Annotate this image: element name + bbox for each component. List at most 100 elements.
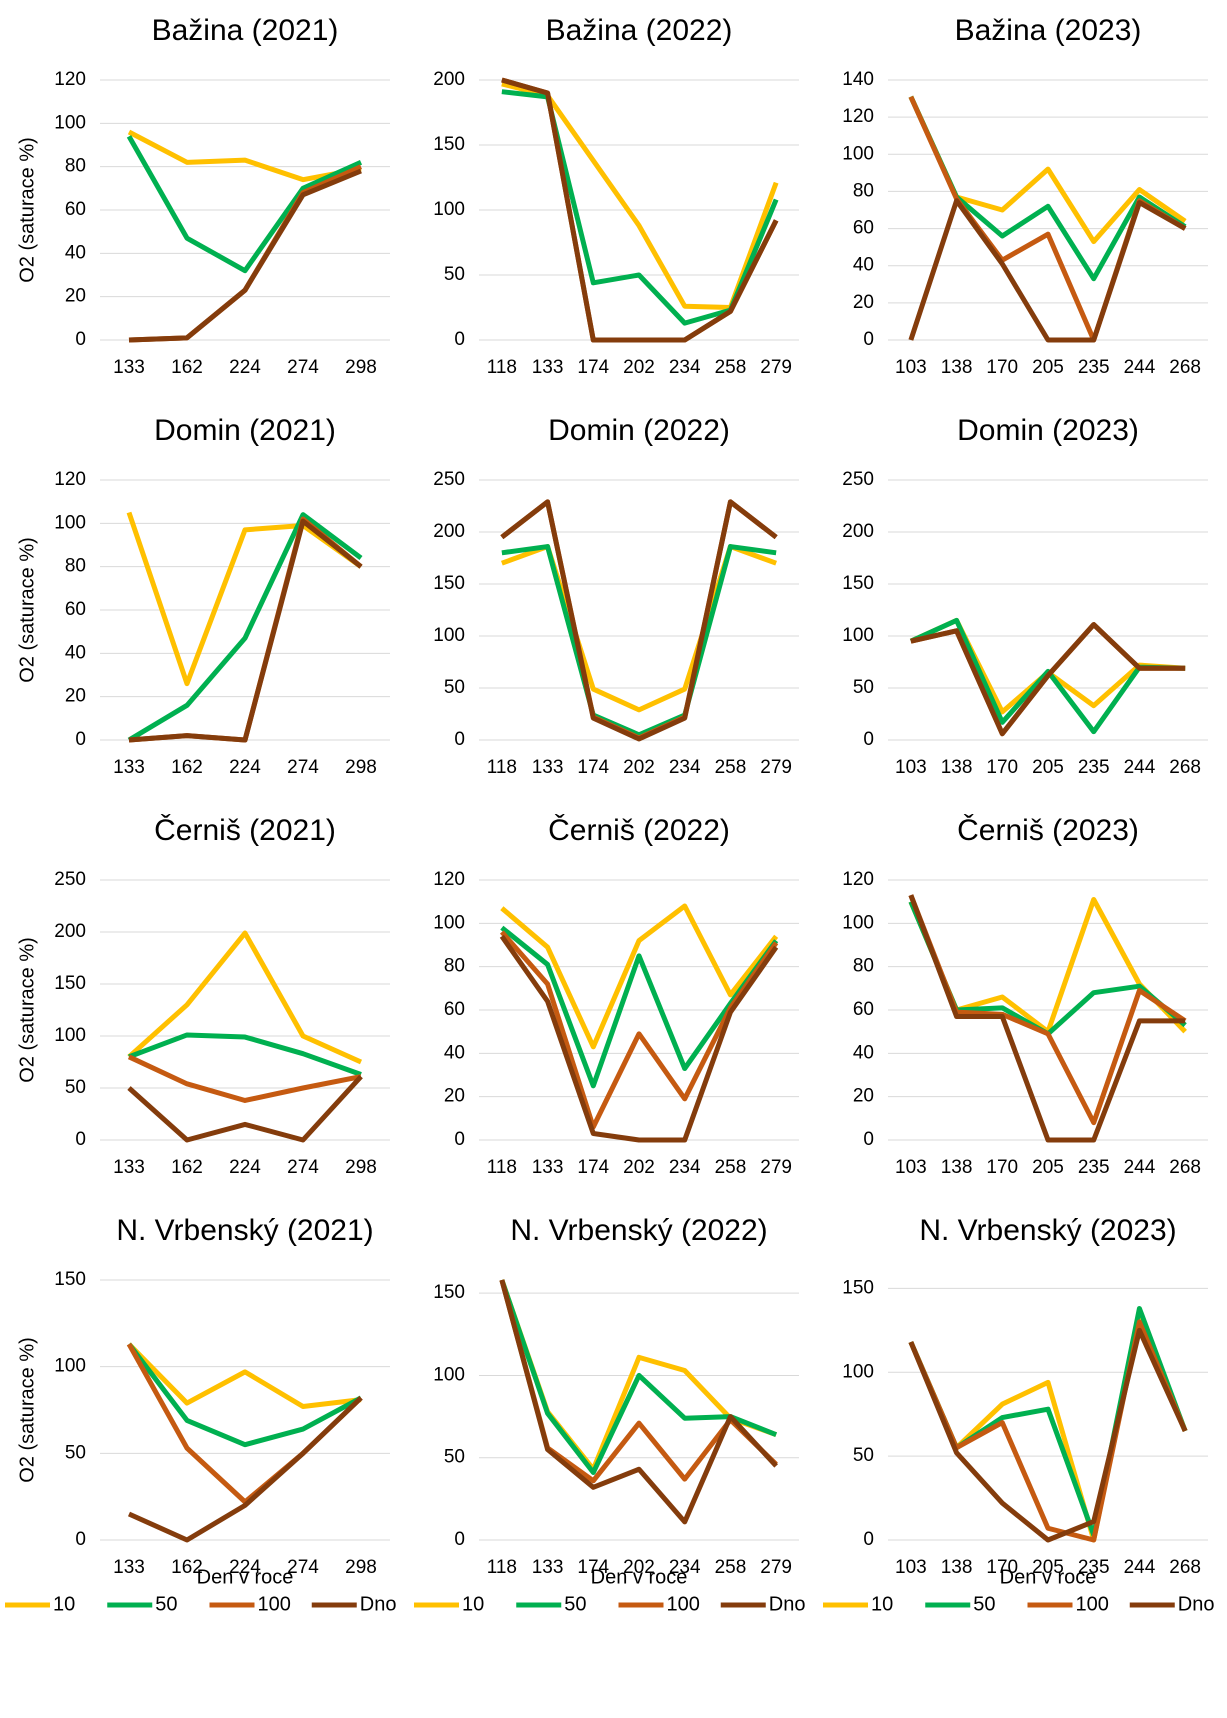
x-tick-label: 162 (171, 1157, 203, 1178)
x-tick-label: 224 (229, 757, 261, 778)
x-tick-label: 138 (941, 357, 973, 378)
x-tick-label: 202 (623, 1557, 655, 1578)
x-tick-label: 274 (287, 357, 319, 378)
y-tick-label: 100 (54, 512, 86, 533)
chart: Černiš (2021) 0 50 100 150 200 250 133 162 224 274… (16, 813, 390, 1178)
chart: Bažina (2022) 0 50 100 150 200 118 133 174 202 234… (433, 14, 799, 378)
y-tick-label: 20 (853, 292, 874, 313)
y-tick-label: 100 (433, 912, 465, 933)
x-tick-label: 162 (171, 357, 203, 378)
y-tick-label: 80 (444, 956, 465, 977)
x-tick-label: 258 (715, 757, 747, 778)
y-tick-label: 80 (853, 180, 874, 201)
x-tick-label: 170 (986, 1557, 1018, 1578)
x-tick-label: 268 (1169, 1157, 1201, 1178)
x-tick-label: 162 (171, 757, 203, 778)
x-tick-label: 234 (669, 757, 701, 778)
y-tick-label: 100 (842, 912, 874, 933)
series-line (499, 1279, 778, 1525)
series-line (910, 622, 1186, 737)
chart: N. Vrbenský (2023) 0 50 100 150 103 138 170 205 2… (823, 1214, 1214, 1615)
chart-title: Bažina (2022) (546, 14, 733, 47)
y-tick-label: 20 (65, 286, 86, 307)
legend-label: Dno (360, 1593, 397, 1615)
y-tick-label: 80 (65, 156, 86, 177)
chart: Domin (2022) 0 50 100 150 200 250 118 133 174 202 2… (433, 414, 799, 778)
chart: Bažina (2021) 0 20 40 60 80 100 120 133 162 224 274… (16, 14, 390, 378)
x-tick-label: 103 (895, 757, 927, 778)
chart-title: N. Vrbenský (2022) (510, 1214, 767, 1247)
legend-label: 50 (564, 1593, 586, 1615)
x-tick-label: 174 (577, 1157, 609, 1178)
chart-title: N. Vrbenský (2023) (919, 1214, 1176, 1247)
y-tick-label: 0 (75, 1129, 86, 1150)
y-tick-label: 150 (54, 973, 86, 994)
y-axis-label: O2 (saturace %) (16, 937, 38, 1083)
y-tick-label: 80 (65, 556, 86, 577)
y-tick-label: 150 (842, 1277, 874, 1298)
series-line (908, 894, 1186, 1143)
chart: N. Vrbenský (2022) 0 50 100 150 118 133 174 202 2… (414, 1214, 805, 1615)
y-tick-label: 20 (444, 1086, 465, 1107)
y-tick-label: 40 (853, 1042, 874, 1063)
series-line (127, 1342, 363, 1448)
y-tick-label: 0 (863, 329, 874, 350)
x-tick-label: 234 (669, 357, 701, 378)
chart-title: Černiš (2022) (548, 813, 730, 847)
x-tick-label: 279 (760, 357, 792, 378)
x-tick-label: 298 (345, 1157, 377, 1178)
y-tick-label: 60 (65, 599, 86, 620)
x-tick-label: 258 (715, 1157, 747, 1178)
chart-title: Bažina (2021) (152, 14, 339, 47)
x-tick-label: 133 (532, 757, 564, 778)
chart: Domin (2021) 0 20 40 60 80 100 120 133 162 224 274 2… (16, 414, 390, 778)
x-tick-label: 133 (532, 1157, 564, 1178)
legend-label: 50 (973, 1593, 995, 1615)
x-tick-label: 298 (345, 1557, 377, 1578)
series-line (127, 1074, 363, 1143)
y-tick-label: 0 (75, 729, 86, 750)
legend-label: 10 (462, 1593, 484, 1615)
y-tick-label: 120 (54, 69, 86, 90)
series-line (908, 897, 1187, 1035)
y-tick-label: 80 (853, 956, 874, 977)
series-line (501, 77, 779, 343)
x-tick-label: 274 (287, 1157, 319, 1178)
series-line (499, 934, 779, 1143)
x-tick-label: 268 (1169, 357, 1201, 378)
y-axis-label: O2 (saturace %) (16, 537, 38, 683)
y-tick-label: 20 (65, 686, 86, 707)
y-tick-label: 40 (65, 242, 86, 263)
y-tick-label: 100 (842, 625, 874, 646)
y-tick-label: 0 (863, 729, 874, 750)
y-tick-label: 0 (75, 1529, 86, 1550)
y-tick-label: 120 (842, 869, 874, 890)
y-tick-label: 40 (65, 642, 86, 663)
x-tick-label: 234 (669, 1557, 701, 1578)
x-tick-label: 274 (287, 757, 319, 778)
y-tick-label: 60 (853, 999, 874, 1020)
x-tick-label: 268 (1169, 1557, 1201, 1578)
x-tick-label: 133 (113, 1557, 145, 1578)
x-tick-label: 279 (760, 1557, 792, 1578)
legend-label: 100 (667, 1593, 700, 1615)
chart: Bažina (2023) 0 20 40 60 80 100 120 140 103 138 170… (842, 14, 1208, 378)
x-tick-label: 174 (577, 757, 609, 778)
series-line (499, 1279, 778, 1476)
x-tick-label: 133 (113, 357, 145, 378)
x-tick-label: 170 (986, 357, 1018, 378)
x-tick-label: 298 (345, 357, 377, 378)
x-tick-label: 202 (623, 1157, 655, 1178)
series-line (128, 516, 363, 743)
series-line (128, 168, 362, 343)
series-line (500, 499, 778, 742)
x-tick-label: 258 (715, 1557, 747, 1578)
y-tick-label: 0 (454, 1129, 465, 1150)
chart: Černiš (2022) 0 20 40 60 80 100 120 118 133 174 202… (433, 813, 799, 1178)
x-tick-label: 170 (986, 1157, 1018, 1178)
series-line (127, 129, 362, 183)
y-tick-label: 150 (433, 1282, 465, 1303)
series-line (908, 900, 1187, 1037)
x-tick-label: 235 (1078, 357, 1110, 378)
series-line (128, 518, 363, 743)
